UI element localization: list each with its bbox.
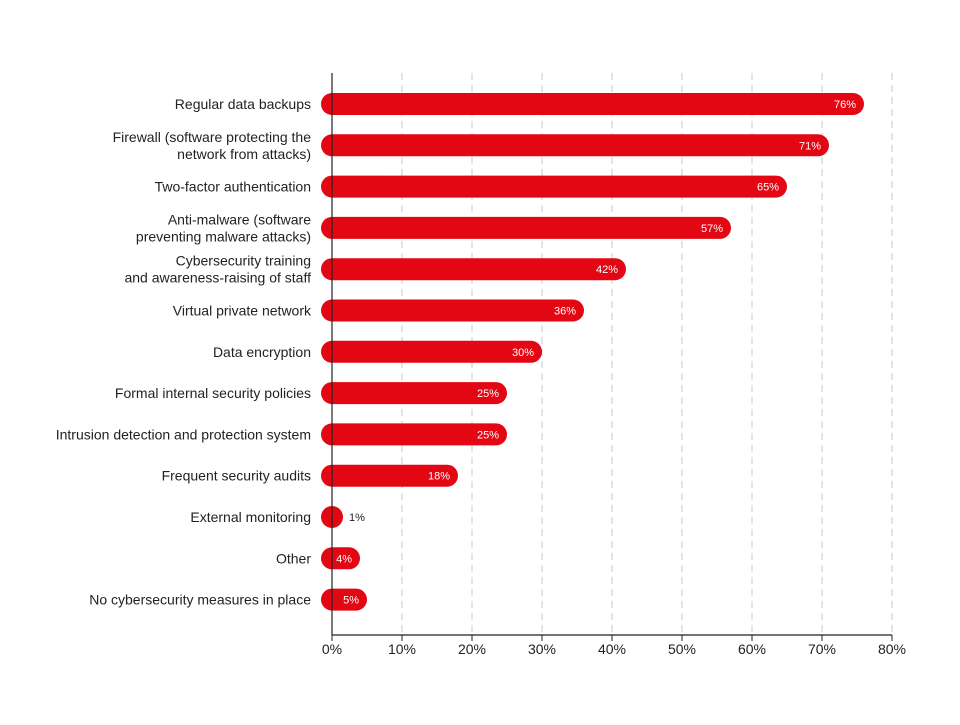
category-label: Firewall (software protecting the [113, 129, 312, 145]
bar-value-label: 57% [701, 223, 723, 235]
category-label: Intrusion detection and protection syste… [56, 426, 311, 442]
category-label: Other [276, 550, 311, 566]
bars: 76% 71% 65% 57% 42% 36% 30% 25% 25% 18% 1% 4% 5% [321, 93, 864, 611]
bar-value-label: 42% [596, 264, 618, 276]
x-tick-label: 40% [598, 641, 626, 657]
bar-value-label: 1% [349, 512, 365, 524]
category-label: Formal internal security policies [115, 385, 311, 401]
category-label: No cybersecurity measures in place [89, 592, 311, 608]
bar [321, 340, 542, 363]
bar [321, 423, 507, 446]
category-label: Data encryption [213, 344, 311, 360]
bar [321, 216, 731, 239]
x-axis: 0% 10% 20% 30% 40% 50% 60% 70% 80% [322, 635, 906, 657]
category-label: Frequent security audits [162, 468, 311, 484]
category-label: External monitoring [190, 509, 311, 525]
category-label: Cybersecurity training [176, 253, 311, 269]
category-label: preventing malware attacks) [136, 228, 311, 244]
category-label: and awareness-raising of staff [124, 270, 311, 286]
x-tick-label: 80% [878, 641, 906, 657]
bar-value-label: 71% [799, 140, 821, 152]
bar [321, 258, 626, 281]
bar-value-label: 36% [554, 306, 576, 318]
x-tick-label: 20% [458, 641, 486, 657]
bar-value-label: 25% [477, 429, 499, 441]
x-tick-label: 50% [668, 641, 696, 657]
x-tick-label: 10% [388, 641, 416, 657]
bar-value-label: 76% [834, 99, 856, 111]
bar-value-label: 25% [477, 388, 499, 400]
category-label: network from attacks) [177, 146, 311, 162]
category-labels: Regular data backups Firewall (software p… [56, 96, 312, 608]
x-tick-label: 0% [322, 641, 342, 657]
bar-value-label: 30% [512, 347, 534, 359]
bar [321, 299, 584, 322]
category-label: Anti-malware (software [168, 211, 311, 227]
bar-value-label: 4% [336, 553, 352, 565]
category-label: Regular data backups [175, 96, 311, 112]
category-label: Virtual private network [173, 303, 312, 319]
category-label: Two-factor authentication [155, 179, 311, 195]
bar [321, 547, 360, 570]
x-tick-label: 30% [528, 641, 556, 657]
bar-value-label: 18% [428, 471, 450, 483]
x-tick-label: 70% [808, 641, 836, 657]
bar-value-label: 5% [343, 595, 359, 607]
bar [321, 175, 787, 198]
bar-value-label: 65% [757, 182, 779, 194]
bar [321, 93, 864, 115]
bar [321, 464, 458, 487]
bar [321, 382, 507, 405]
bar [321, 134, 829, 157]
x-tick-label: 60% [738, 641, 766, 657]
